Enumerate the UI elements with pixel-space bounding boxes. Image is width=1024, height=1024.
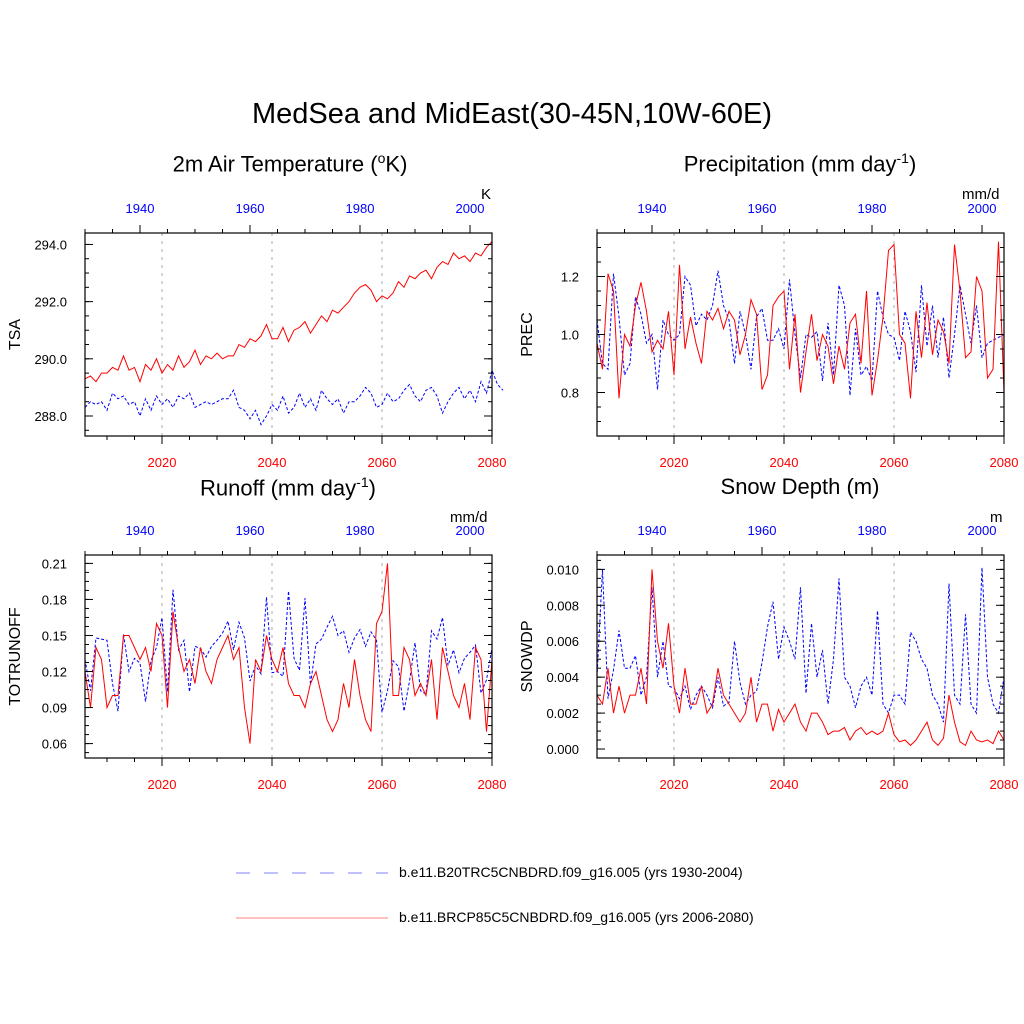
tsa-xtick-top-label-1980: 1980 xyxy=(346,201,375,216)
runoff-ytick-label-2: 0.12 xyxy=(42,665,67,680)
snowdp-xtick-top-label-1980: 1980 xyxy=(858,523,887,538)
prec-ylabel: PREC xyxy=(519,312,536,356)
panel-title-prec-text: Precipitation (mm day xyxy=(683,151,897,177)
tsa-series-future xyxy=(84,241,493,384)
prec-ytick-label-1: 1.0 xyxy=(561,328,579,343)
tsa-xtick-top-label-1960: 1960 xyxy=(236,201,265,216)
prec-xtick-top-label-1960: 1960 xyxy=(748,201,777,216)
tsa-ytick-label-1: 290.0 xyxy=(34,352,67,367)
runoff-xtick-top-label-1980: 1980 xyxy=(346,523,375,538)
panel-title-snowdp-text: Snow Depth (m) xyxy=(720,474,880,499)
prec-series-historical xyxy=(596,270,1005,396)
panel-title-tsa-unit: K xyxy=(385,151,401,177)
snowdp-ylabel: SNOWDP xyxy=(519,621,536,693)
runoff-plot-frame xyxy=(84,554,493,759)
tsa-ylabel: TSA xyxy=(7,319,24,350)
runoff-xtick-bottom-label-2080: 2080 xyxy=(478,777,507,792)
tsa-xtick-bottom-label-2080: 2080 xyxy=(478,455,507,470)
unit-label-prec: mm/d xyxy=(962,186,1000,203)
prec-xtick-bottom-label-2060: 2060 xyxy=(880,455,909,470)
prec-ytick-label-2: 1.2 xyxy=(561,270,579,285)
runoff-ytick-label-0: 0.06 xyxy=(42,737,67,752)
tsa-xtick-bottom-label-2020: 2020 xyxy=(148,455,177,470)
runoff-xtick-bottom-label-2040: 2040 xyxy=(258,777,287,792)
prec-xtick-top-label-1980: 1980 xyxy=(858,201,887,216)
panel-title-snowdp: Snow Depth (m) xyxy=(590,474,1010,500)
prec-xtick-top-label-2000: 2000 xyxy=(968,201,997,216)
prec-xtick-bottom-label-2040: 2040 xyxy=(770,455,799,470)
panel-title-runoff-sup: -1 xyxy=(356,474,369,490)
runoff-ytick-label-3: 0.15 xyxy=(42,628,67,643)
tsa-xtick-top-label-2000: 2000 xyxy=(456,201,485,216)
snowdp-ytick-label-1: 0.002 xyxy=(546,706,579,721)
snowdp-ytick-label-3: 0.006 xyxy=(546,634,579,649)
snowdp-series-historical xyxy=(596,567,1005,723)
snowdp-xtick-bottom-label-2080: 2080 xyxy=(990,777,1019,792)
prec-series-future xyxy=(596,241,1005,399)
snowdp-ytick-label-2: 0.004 xyxy=(546,670,579,685)
snowdp-plot-frame xyxy=(596,554,1005,759)
snowdp-xtick-bottom-label-2040: 2040 xyxy=(770,777,799,792)
unit-label-tsa: K xyxy=(481,186,492,203)
runoff-ytick-label-4: 0.18 xyxy=(42,592,67,607)
tsa-plot-frame xyxy=(84,232,493,437)
tsa-ytick-label-0: 288.0 xyxy=(34,409,67,424)
runoff-ytick-label-1: 0.09 xyxy=(42,701,67,716)
tsa-ytick-label-2: 292.0 xyxy=(34,295,67,310)
panel-title-prec: Precipitation (mm day-1) xyxy=(683,150,917,177)
panel-title-tsa: 2m Air Temperature (oK) xyxy=(172,150,408,177)
runoff-xtick-top-label-2000: 2000 xyxy=(456,523,485,538)
tsa-xtick-bottom-label-2040: 2040 xyxy=(258,455,287,470)
runoff-series-future xyxy=(84,563,493,744)
snowdp-xtick-top-label-1940: 1940 xyxy=(638,523,667,538)
snowdp-xtick-top-label-1960: 1960 xyxy=(748,523,777,538)
prec-ytick-label-0: 0.8 xyxy=(561,386,579,401)
legend-label-historical: b.e11.B20TRC5CNBDRD.f09_g16.005 (yrs 193… xyxy=(399,864,743,880)
prec-plot-frame xyxy=(596,232,1005,437)
legend-label-future: b.e11.BRCP85C5CNBDRD.f09_g16.005 (yrs 20… xyxy=(399,909,754,925)
panel-title-prec-sup: -1 xyxy=(896,150,909,166)
panel-title-runoff: Runoff (mm day-1) xyxy=(200,474,376,501)
runoff-xtick-bottom-label-2060: 2060 xyxy=(368,777,397,792)
panel-title-tsa-text: 2m Air Temperature xyxy=(172,151,365,177)
runoff-xtick-top-label-1940: 1940 xyxy=(126,523,155,538)
prec-xtick-bottom-label-2080: 2080 xyxy=(990,455,1019,470)
snowdp-ytick-label-4: 0.008 xyxy=(546,598,579,613)
main-title: MedSea and MidEast(30-45N,10W-60E) xyxy=(251,98,773,130)
runoff-xtick-top-label-1960: 1960 xyxy=(236,523,265,538)
tsa-xtick-bottom-label-2060: 2060 xyxy=(368,455,397,470)
snowdp-xtick-bottom-label-2020: 2020 xyxy=(660,777,689,792)
prec-xtick-top-label-1940: 1940 xyxy=(638,201,667,216)
runoff-ylabel: TOTRUNOFF xyxy=(7,607,24,706)
unit-label-snowdp: m xyxy=(990,509,1003,526)
panel-title-tsa-sup: o xyxy=(377,150,386,166)
snowdp-xtick-bottom-label-2060: 2060 xyxy=(880,777,909,792)
snowdp-xtick-top-label-2000: 2000 xyxy=(968,523,997,538)
runoff-series-historical xyxy=(84,589,493,713)
unit-label-runoff: mm/d xyxy=(450,509,488,526)
tsa-xtick-top-label-1940: 1940 xyxy=(126,201,155,216)
snowdp-ytick-label-5: 0.010 xyxy=(546,562,579,577)
tsa-series-historical xyxy=(84,368,504,426)
runoff-ytick-label-5: 0.21 xyxy=(42,556,67,571)
snowdp-ytick-label-0: 0.000 xyxy=(546,742,579,757)
snowdp-series-future xyxy=(596,569,1005,747)
tsa-ytick-label-3: 294.0 xyxy=(34,237,67,252)
runoff-xtick-bottom-label-2020: 2020 xyxy=(148,777,177,792)
prec-xtick-bottom-label-2020: 2020 xyxy=(660,455,689,470)
panel-title-runoff-text: Runoff (mm day xyxy=(200,475,357,501)
